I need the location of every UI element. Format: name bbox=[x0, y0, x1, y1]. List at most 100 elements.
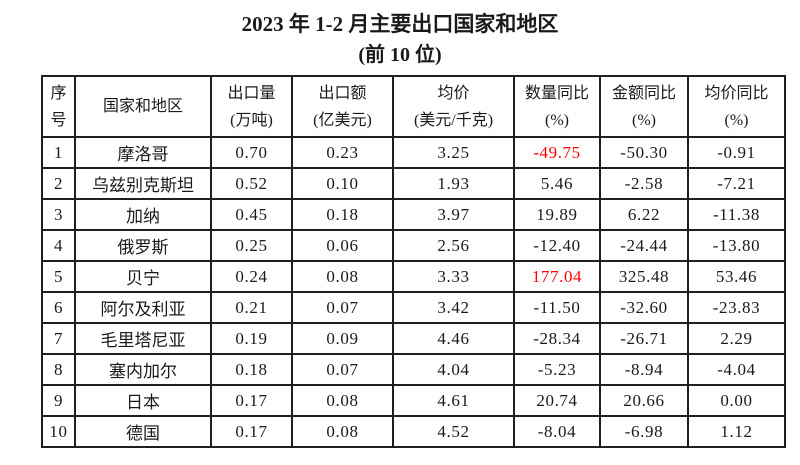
cell-export-value: 0.10 bbox=[291, 167, 394, 200]
cell-volume-yoy: -49.75 bbox=[513, 136, 601, 169]
cell-country: 摩洛哥 bbox=[74, 136, 212, 169]
cell-export-volume: 0.24 bbox=[210, 260, 293, 293]
table-row: 8 塞内加尔 0.18 0.07 4.04 -5.23 -8.94 -4.04 bbox=[41, 353, 786, 386]
cell-rank: 9 bbox=[41, 384, 76, 417]
table-row: 3 加纳 0.45 0.18 3.97 19.89 6.22 -11.38 bbox=[41, 198, 786, 231]
cell-avg-price: 3.97 bbox=[392, 198, 515, 231]
cell-value-yoy: -6.98 bbox=[599, 415, 689, 448]
cell-country: 日本 bbox=[74, 384, 212, 417]
cell-price-yoy: 53.46 bbox=[687, 260, 786, 293]
cell-export-value: 0.18 bbox=[291, 198, 394, 231]
col-header-export-volume: 出口量 (万吨) bbox=[210, 75, 293, 138]
cell-rank: 6 bbox=[41, 291, 76, 324]
col-header-avg-price: 均价 (美元/千克) bbox=[392, 75, 515, 138]
cell-export-value: 0.06 bbox=[291, 229, 394, 262]
cell-price-yoy: -11.38 bbox=[687, 198, 786, 231]
cell-country: 贝宁 bbox=[74, 260, 212, 293]
cell-rank: 3 bbox=[41, 198, 76, 231]
cell-volume-yoy: -12.40 bbox=[513, 229, 601, 262]
cell-avg-price: 1.93 bbox=[392, 167, 515, 200]
cell-price-yoy: 0.00 bbox=[687, 384, 786, 417]
cell-country: 塞内加尔 bbox=[74, 353, 212, 386]
cell-rank: 2 bbox=[41, 167, 76, 200]
col-header-value-yoy: 金额同比 (%) bbox=[599, 75, 689, 138]
page-title: 2023 年 1-2 月主要出口国家和地区 bbox=[241, 12, 559, 36]
cell-export-volume: 0.18 bbox=[210, 353, 293, 386]
cell-avg-price: 3.25 bbox=[392, 136, 515, 169]
cell-volume-yoy: -11.50 bbox=[513, 291, 601, 324]
cell-rank: 8 bbox=[41, 353, 76, 386]
cell-avg-price: 4.04 bbox=[392, 353, 515, 386]
cell-price-yoy: -7.21 bbox=[687, 167, 786, 200]
cell-country: 加纳 bbox=[74, 198, 212, 231]
export-table: 序号 国家和地区 出口量 (万吨) 出口额 (亿美元) 均价 (美元/千克) 数量同比… bbox=[41, 75, 786, 448]
cell-country: 毛里塔尼亚 bbox=[74, 322, 212, 355]
cell-export-value: 0.08 bbox=[291, 415, 394, 448]
cell-value-yoy: 325.48 bbox=[599, 260, 689, 293]
cell-volume-yoy: -28.34 bbox=[513, 322, 601, 355]
cell-export-volume: 0.45 bbox=[210, 198, 293, 231]
cell-value-yoy: 6.22 bbox=[599, 198, 689, 231]
cell-price-yoy: -13.80 bbox=[687, 229, 786, 262]
cell-volume-yoy: 177.04 bbox=[513, 260, 601, 293]
cell-rank: 4 bbox=[41, 229, 76, 262]
cell-volume-yoy: 5.46 bbox=[513, 167, 601, 200]
cell-country: 乌兹别克斯坦 bbox=[74, 167, 212, 200]
table-row: 2 乌兹别克斯坦 0.52 0.10 1.93 5.46 -2.58 -7.21 bbox=[41, 167, 786, 200]
cell-export-value: 0.23 bbox=[291, 136, 394, 169]
cell-value-yoy: -26.71 bbox=[599, 322, 689, 355]
cell-country: 阿尔及利亚 bbox=[74, 291, 212, 324]
cell-volume-yoy: 19.89 bbox=[513, 198, 601, 231]
col-header-price-yoy: 均价同比 (%) bbox=[687, 75, 786, 138]
cell-rank: 10 bbox=[41, 415, 76, 448]
cell-export-value: 0.07 bbox=[291, 291, 394, 324]
col-header-volume-yoy: 数量同比 (%) bbox=[513, 75, 601, 138]
header-row: 序号 国家和地区 出口量 (万吨) 出口额 (亿美元) 均价 (美元/千克) 数量同比… bbox=[41, 75, 786, 138]
cell-export-volume: 0.17 bbox=[210, 384, 293, 417]
cell-rank: 7 bbox=[41, 322, 76, 355]
cell-volume-yoy: 20.74 bbox=[513, 384, 601, 417]
cell-export-volume: 0.52 bbox=[210, 167, 293, 200]
cell-avg-price: 4.61 bbox=[392, 384, 515, 417]
cell-rank: 5 bbox=[41, 260, 76, 293]
cell-value-yoy: -32.60 bbox=[599, 291, 689, 324]
table-row: 9 日本 0.17 0.08 4.61 20.74 20.66 0.00 bbox=[41, 384, 786, 417]
table-row: 10 德国 0.17 0.08 4.52 -8.04 -6.98 1.12 bbox=[41, 415, 786, 448]
cell-value-yoy: -2.58 bbox=[599, 167, 689, 200]
cell-price-yoy: 2.29 bbox=[687, 322, 786, 355]
cell-value-yoy: 20.66 bbox=[599, 384, 689, 417]
cell-avg-price: 4.46 bbox=[392, 322, 515, 355]
cell-export-volume: 0.19 bbox=[210, 322, 293, 355]
cell-export-volume: 0.25 bbox=[210, 229, 293, 262]
cell-volume-yoy: -8.04 bbox=[513, 415, 601, 448]
cell-price-yoy: -0.91 bbox=[687, 136, 786, 169]
col-header-country: 国家和地区 bbox=[74, 75, 212, 138]
cell-avg-price: 2.56 bbox=[392, 229, 515, 262]
cell-price-yoy: 1.12 bbox=[687, 415, 786, 448]
col-header-rank: 序号 bbox=[41, 75, 76, 138]
cell-price-yoy: -4.04 bbox=[687, 353, 786, 386]
cell-country: 德国 bbox=[74, 415, 212, 448]
col-header-export-value: 出口额 (亿美元) bbox=[291, 75, 394, 138]
cell-price-yoy: -23.83 bbox=[687, 291, 786, 324]
cell-export-volume: 0.17 bbox=[210, 415, 293, 448]
cell-value-yoy: -8.94 bbox=[599, 353, 689, 386]
cell-rank: 1 bbox=[41, 136, 76, 169]
cell-avg-price: 4.52 bbox=[392, 415, 515, 448]
cell-avg-price: 3.33 bbox=[392, 260, 515, 293]
cell-export-value: 0.07 bbox=[291, 353, 394, 386]
cell-country: 俄罗斯 bbox=[74, 229, 212, 262]
cell-export-value: 0.09 bbox=[291, 322, 394, 355]
cell-export-value: 0.08 bbox=[291, 260, 394, 293]
table-row: 6 阿尔及利亚 0.21 0.07 3.42 -11.50 -32.60 -23… bbox=[41, 291, 786, 324]
table-row: 5 贝宁 0.24 0.08 3.33 177.04 325.48 53.46 bbox=[41, 260, 786, 293]
cell-value-yoy: -50.30 bbox=[599, 136, 689, 169]
cell-volume-yoy: -5.23 bbox=[513, 353, 601, 386]
cell-export-value: 0.08 bbox=[291, 384, 394, 417]
cell-export-volume: 0.70 bbox=[210, 136, 293, 169]
cell-value-yoy: -24.44 bbox=[599, 229, 689, 262]
cell-avg-price: 3.42 bbox=[392, 291, 515, 324]
table-row: 1 摩洛哥 0.70 0.23 3.25 -49.75 -50.30 -0.91 bbox=[41, 136, 786, 169]
page-subtitle: (前 10 位) bbox=[358, 44, 442, 66]
table-row: 7 毛里塔尼亚 0.19 0.09 4.46 -28.34 -26.71 2.2… bbox=[41, 322, 786, 355]
